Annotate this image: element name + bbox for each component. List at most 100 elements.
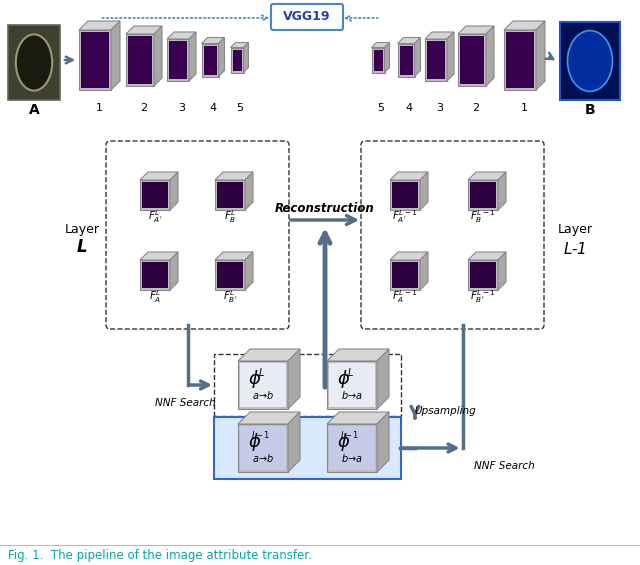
Polygon shape <box>420 252 428 290</box>
Polygon shape <box>458 34 486 86</box>
Polygon shape <box>215 260 245 290</box>
Polygon shape <box>142 182 168 208</box>
Text: 2: 2 <box>140 103 148 113</box>
Text: $L\!-\!1$: $L\!-\!1$ <box>340 428 358 440</box>
Polygon shape <box>327 412 389 424</box>
Polygon shape <box>169 41 187 79</box>
Polygon shape <box>240 363 286 407</box>
Text: $L$: $L$ <box>257 366 264 378</box>
Polygon shape <box>238 361 288 409</box>
Text: $L$-1: $L$-1 <box>563 241 587 257</box>
Polygon shape <box>390 252 428 260</box>
FancyBboxPatch shape <box>271 4 343 30</box>
Text: Fig. 1.  The pipeline of the image attribute transfer.: Fig. 1. The pipeline of the image attrib… <box>8 549 312 562</box>
Polygon shape <box>79 30 111 90</box>
Text: 3: 3 <box>436 103 443 113</box>
Polygon shape <box>377 349 389 409</box>
Polygon shape <box>128 36 152 84</box>
Polygon shape <box>217 262 243 288</box>
Polygon shape <box>230 42 248 47</box>
Polygon shape <box>217 182 243 208</box>
Text: $\phi$: $\phi$ <box>248 368 262 390</box>
Text: $\boldsymbol{L}$: $\boldsymbol{L}$ <box>76 238 88 256</box>
Text: NNF Search: NNF Search <box>155 398 216 408</box>
Text: 5: 5 <box>377 103 384 113</box>
Polygon shape <box>468 260 498 290</box>
Text: VGG19: VGG19 <box>284 11 331 24</box>
Polygon shape <box>329 363 375 407</box>
Polygon shape <box>327 361 377 409</box>
Polygon shape <box>79 21 120 30</box>
Polygon shape <box>232 50 241 71</box>
Text: Layer: Layer <box>557 224 593 237</box>
Text: 2: 2 <box>472 103 479 113</box>
Polygon shape <box>392 262 418 288</box>
Polygon shape <box>243 42 248 72</box>
Ellipse shape <box>568 31 612 92</box>
Polygon shape <box>140 252 178 260</box>
Text: 3: 3 <box>178 103 185 113</box>
Polygon shape <box>447 32 454 81</box>
Polygon shape <box>126 26 162 34</box>
Polygon shape <box>140 172 178 180</box>
Polygon shape <box>504 30 536 90</box>
FancyBboxPatch shape <box>106 141 289 329</box>
Text: $F_{A}^{L-1}$: $F_{A}^{L-1}$ <box>392 289 418 306</box>
Polygon shape <box>218 37 225 76</box>
Polygon shape <box>371 42 390 47</box>
Polygon shape <box>167 32 196 39</box>
Polygon shape <box>397 44 415 76</box>
Polygon shape <box>327 349 389 361</box>
Text: 5: 5 <box>236 103 243 113</box>
Polygon shape <box>245 172 253 210</box>
Text: $\phi$: $\phi$ <box>248 431 262 453</box>
Polygon shape <box>170 172 178 210</box>
Polygon shape <box>468 172 506 180</box>
Bar <box>560 22 620 100</box>
Bar <box>8 25 60 100</box>
Polygon shape <box>420 172 428 210</box>
Text: $F_{A}^{L}$: $F_{A}^{L}$ <box>148 289 161 306</box>
Polygon shape <box>458 26 494 34</box>
Polygon shape <box>399 46 413 75</box>
Text: 1: 1 <box>521 103 528 113</box>
Text: A: A <box>29 103 40 117</box>
Text: $F_{B}^{L-1}$: $F_{B}^{L-1}$ <box>470 208 496 225</box>
Text: $\phi$: $\phi$ <box>337 368 351 390</box>
Text: $L$: $L$ <box>347 366 353 378</box>
FancyBboxPatch shape <box>214 354 401 416</box>
Text: $F_{B'}^{L}$: $F_{B'}^{L}$ <box>223 289 237 306</box>
Text: B: B <box>585 103 595 117</box>
Polygon shape <box>202 44 218 76</box>
Polygon shape <box>374 50 383 71</box>
Polygon shape <box>167 39 189 81</box>
Polygon shape <box>425 39 447 81</box>
Text: Reconstruction: Reconstruction <box>275 202 375 215</box>
Polygon shape <box>506 32 534 88</box>
Polygon shape <box>81 32 109 88</box>
Polygon shape <box>202 37 225 44</box>
Polygon shape <box>468 252 506 260</box>
Polygon shape <box>486 26 494 86</box>
Text: $F_{A'}^{L-1}$: $F_{A'}^{L-1}$ <box>392 208 418 225</box>
Polygon shape <box>498 172 506 210</box>
Polygon shape <box>390 172 428 180</box>
Text: 4: 4 <box>209 103 216 113</box>
Polygon shape <box>425 32 454 39</box>
Polygon shape <box>427 41 445 79</box>
Polygon shape <box>536 21 545 90</box>
Polygon shape <box>415 37 420 76</box>
Polygon shape <box>498 252 506 290</box>
Polygon shape <box>470 182 496 208</box>
Polygon shape <box>215 180 245 210</box>
Polygon shape <box>468 180 498 210</box>
Text: $b \!\rightarrow\! a$: $b \!\rightarrow\! a$ <box>341 452 363 464</box>
Polygon shape <box>230 47 243 72</box>
Polygon shape <box>215 252 253 260</box>
Polygon shape <box>470 262 496 288</box>
FancyBboxPatch shape <box>361 141 544 329</box>
Polygon shape <box>288 412 300 472</box>
Text: 1: 1 <box>96 103 103 113</box>
Text: Upsampling: Upsampling <box>414 406 476 416</box>
Polygon shape <box>111 21 120 90</box>
